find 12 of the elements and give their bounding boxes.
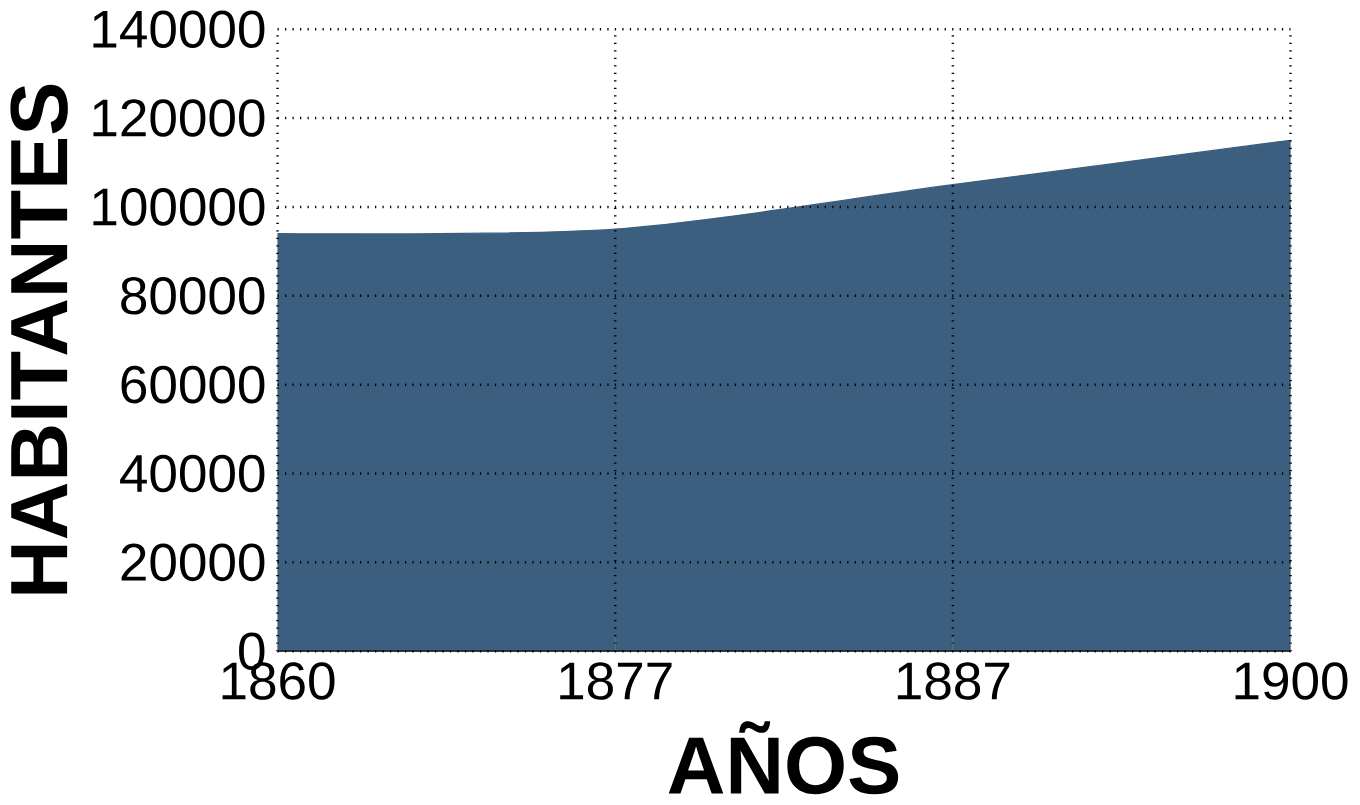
x-tick-label: 1900 bbox=[1235, 662, 1348, 700]
y-tick-label: 80000 bbox=[121, 277, 265, 315]
x-tick-label: 1887 bbox=[897, 662, 1010, 700]
x-axis-title: AÑOS bbox=[668, 721, 899, 795]
y-tick-label: 140000 bbox=[93, 10, 265, 49]
y-tick-label: 60000 bbox=[121, 365, 265, 404]
y-tick-label: 120000 bbox=[93, 99, 265, 137]
y-tick-label: 40000 bbox=[120, 454, 265, 493]
y-tick-label: 20000 bbox=[121, 543, 265, 582]
y-axis-title: HABITANTES bbox=[10, 84, 68, 594]
y-tick-label: 100000 bbox=[93, 188, 265, 226]
x-tick-label: 1877 bbox=[560, 662, 672, 700]
